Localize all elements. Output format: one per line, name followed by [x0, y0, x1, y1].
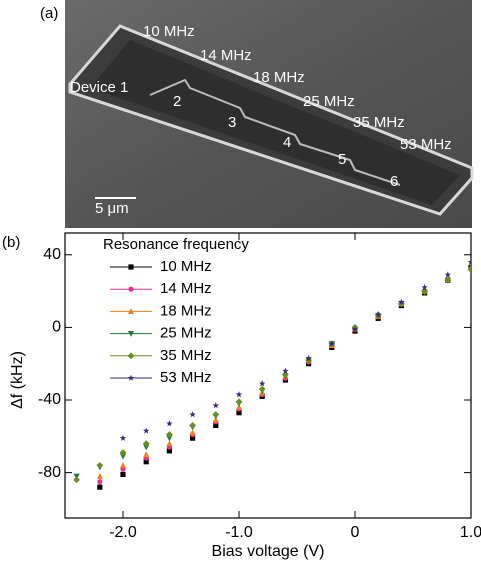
marker	[258, 380, 266, 387]
marker	[190, 435, 196, 441]
marker	[374, 311, 382, 318]
device-label: 2	[173, 93, 181, 110]
marker	[189, 429, 196, 436]
marker	[166, 431, 173, 438]
marker	[120, 453, 126, 460]
frequency-label: 35 MHz	[353, 114, 405, 131]
marker	[143, 444, 150, 451]
marker	[128, 308, 134, 314]
marker	[421, 284, 428, 291]
marker	[120, 471, 126, 478]
marker	[444, 276, 452, 284]
panel-label: (b)	[2, 234, 20, 251]
marker	[212, 402, 220, 409]
marker	[398, 298, 405, 305]
legend-label: 25 MHz	[160, 325, 212, 342]
device-label: 6	[390, 173, 398, 190]
y-tick-label: 40	[43, 246, 61, 263]
device-steps	[149, 78, 401, 186]
plot-frame	[64, 232, 472, 519]
marker	[236, 404, 242, 410]
marker	[142, 440, 150, 447]
marker	[212, 416, 219, 423]
marker	[467, 258, 471, 265]
marker	[119, 434, 127, 441]
frequency-label: 18 MHz	[253, 69, 305, 86]
marker	[235, 391, 243, 398]
marker	[97, 479, 103, 485]
frequency-label: 10 MHz	[143, 23, 195, 40]
y-tick-label: 0	[52, 319, 61, 336]
y-axis-label: Δf (kHz)	[9, 351, 26, 409]
marker	[328, 340, 336, 347]
marker	[166, 435, 173, 442]
marker	[166, 420, 173, 427]
marker	[73, 476, 80, 484]
marker	[351, 325, 359, 332]
marker	[212, 411, 220, 418]
frequency-label: 14 MHz	[200, 47, 252, 64]
device-label: 4	[283, 134, 291, 151]
device-label: Device 1	[70, 79, 128, 96]
sem-image: 5 μm	[65, 0, 474, 228]
marker	[189, 422, 196, 429]
marker	[235, 398, 243, 406]
legend-label: 53 MHz	[160, 369, 212, 386]
x-tick-label: -1.0	[225, 524, 253, 541]
marker	[213, 422, 219, 429]
device-label: 3	[228, 114, 236, 131]
marker	[97, 484, 103, 490]
marker	[128, 331, 134, 337]
x-tick-label: -2.0	[109, 524, 137, 541]
device-label: 5	[338, 151, 346, 168]
marker	[128, 264, 134, 270]
marker	[143, 451, 150, 458]
x-tick-label: 1.0	[460, 524, 481, 541]
legend-label: 10 MHz	[160, 258, 212, 275]
marker	[96, 473, 103, 479]
marker	[127, 374, 135, 381]
marker	[142, 427, 150, 434]
marker	[467, 265, 471, 273]
marker	[120, 462, 126, 468]
marker	[128, 286, 134, 292]
x-tick-label: 0	[351, 524, 360, 541]
marker	[166, 448, 172, 454]
marker	[444, 271, 452, 278]
frequency-label: 53 MHz	[400, 136, 452, 153]
marker	[236, 410, 242, 416]
frequency-label: 25 MHz	[303, 93, 355, 110]
marker	[96, 461, 104, 469]
legend-label: 35 MHz	[160, 347, 212, 364]
marker	[282, 367, 289, 374]
y-tick-label: -80	[38, 464, 61, 481]
marker	[258, 385, 266, 393]
panel-label: (a)	[40, 5, 58, 22]
marker	[127, 352, 135, 360]
x-axis-label: Bias voltage (V)	[212, 543, 325, 560]
marker	[305, 354, 312, 362]
scale-bar-label: 5 μm	[95, 200, 129, 217]
marker	[189, 411, 196, 418]
y-tick-label: -40	[38, 391, 61, 408]
legend-title: Resonance frequency	[103, 236, 249, 253]
marker	[166, 440, 173, 447]
legend-label: 14 MHz	[160, 280, 212, 297]
marker	[143, 459, 149, 465]
legend-label: 18 MHz	[160, 302, 212, 319]
marker	[119, 449, 127, 457]
plot-area	[73, 258, 471, 490]
